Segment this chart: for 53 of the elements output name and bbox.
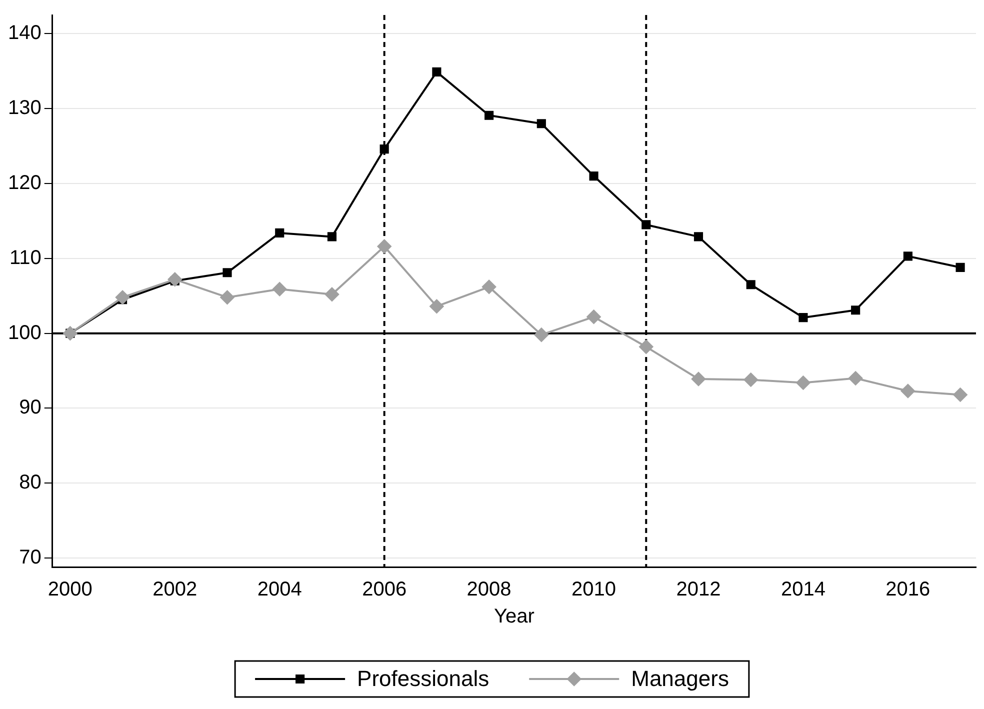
point [796, 376, 810, 390]
point [694, 232, 704, 242]
y-tick-label: 110 [9, 246, 42, 269]
y-tick-label: 80 [19, 472, 42, 494]
x-tick-label: 2010 [572, 578, 616, 601]
point [324, 287, 339, 302]
x-tick-label: 2014 [780, 578, 826, 601]
point [744, 372, 758, 387]
x-tick-label: 2000 [48, 578, 92, 601]
point [220, 290, 234, 304]
x-tick-label: 2004 [257, 578, 302, 601]
point [691, 372, 706, 386]
point [798, 313, 808, 322]
point [900, 384, 915, 398]
point [482, 280, 496, 294]
point [327, 232, 337, 242]
point [589, 171, 598, 181]
point [586, 310, 601, 324]
y-tick-label: 100 [8, 322, 42, 344]
point [272, 282, 287, 296]
point [168, 272, 182, 286]
y-tick-label: 70 [19, 546, 42, 569]
point [432, 67, 442, 76]
x-tick-label: 2012 [676, 578, 721, 601]
y-tick-label: 140 [8, 22, 42, 44]
point [377, 239, 392, 254]
point [116, 290, 130, 304]
y-tick-label: 120 [8, 172, 42, 194]
point [484, 110, 494, 120]
point [534, 328, 548, 342]
x-tick-label: 2002 [152, 578, 198, 601]
x-tick-label: 2016 [886, 578, 930, 601]
y-tick-label: 90 [19, 396, 42, 419]
point [380, 144, 389, 154]
point [642, 220, 651, 230]
point [63, 326, 78, 340]
legend-label: Professionals [357, 666, 490, 692]
point [903, 252, 912, 261]
x-tick-label: 2008 [466, 578, 512, 601]
point [953, 388, 968, 402]
point [222, 268, 232, 278]
legend-label: Managers [631, 666, 729, 692]
x-axis-title: Year [494, 606, 535, 628]
x-tick-label: 2006 [362, 578, 407, 601]
point [536, 119, 546, 128]
y-tick-label: 130 [8, 97, 42, 120]
point [275, 228, 284, 238]
point [848, 371, 863, 386]
point [746, 280, 756, 290]
point [639, 340, 654, 354]
point [851, 306, 860, 315]
point [956, 262, 965, 272]
point [430, 299, 444, 314]
